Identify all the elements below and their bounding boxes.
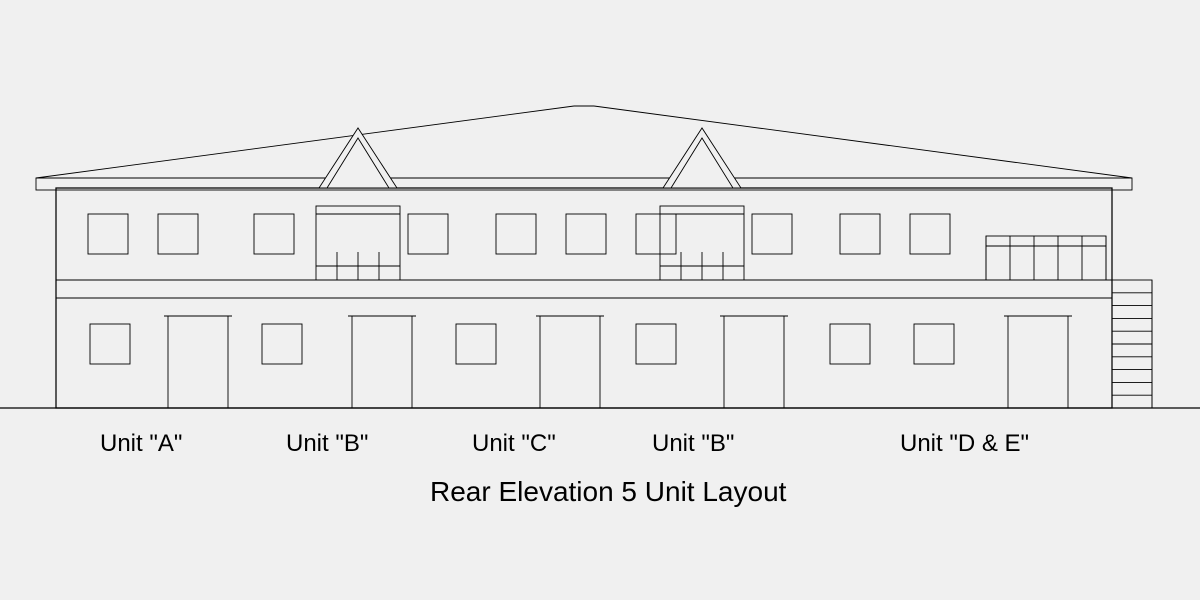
unit-label: Unit "A" bbox=[100, 430, 182, 458]
diagram-title: Rear Elevation 5 Unit Layout bbox=[430, 476, 786, 508]
unit-label: Unit "B" bbox=[286, 430, 368, 458]
unit-label: Unit "C" bbox=[472, 430, 556, 458]
elevation-canvas: Unit "A" Unit "B" Unit "C" Unit "B" Unit "D … bbox=[0, 0, 1200, 600]
labels-layer: Unit "A" Unit "B" Unit "C" Unit "B" Unit "D … bbox=[0, 0, 1200, 600]
unit-label: Unit "D & E" bbox=[900, 430, 1029, 458]
unit-label: Unit "B" bbox=[652, 430, 734, 458]
